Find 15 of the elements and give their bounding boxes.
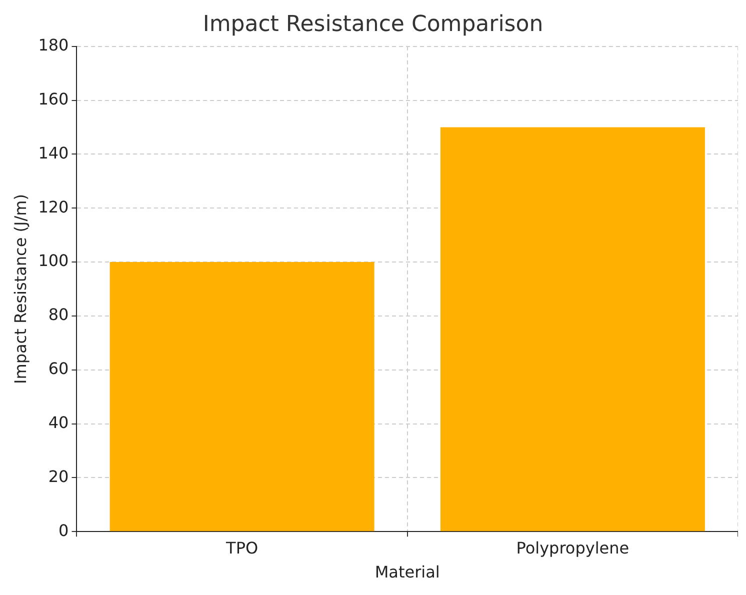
y-axis-title: Impact Resistance (J/m) <box>10 194 30 384</box>
y-tick-label: 100 <box>38 251 69 270</box>
y-tick-label: 140 <box>38 143 69 162</box>
x-tick-label: TPO <box>225 538 258 558</box>
y-tick-label: 120 <box>38 197 69 216</box>
y-tick-label: 160 <box>38 89 69 108</box>
chart-title: Impact Resistance Comparison <box>202 12 544 37</box>
y-tick-label: 60 <box>48 359 69 378</box>
y-tick-label: 40 <box>48 412 69 432</box>
x-tick-label: Polypropylene <box>516 538 630 558</box>
y-tick-label: 0 <box>58 520 69 540</box>
y-tick-label: 20 <box>48 466 69 486</box>
x-axis-title: Material <box>374 562 440 582</box>
y-tick-label: 180 <box>38 36 69 55</box>
y-tick-label: 80 <box>48 305 69 324</box>
